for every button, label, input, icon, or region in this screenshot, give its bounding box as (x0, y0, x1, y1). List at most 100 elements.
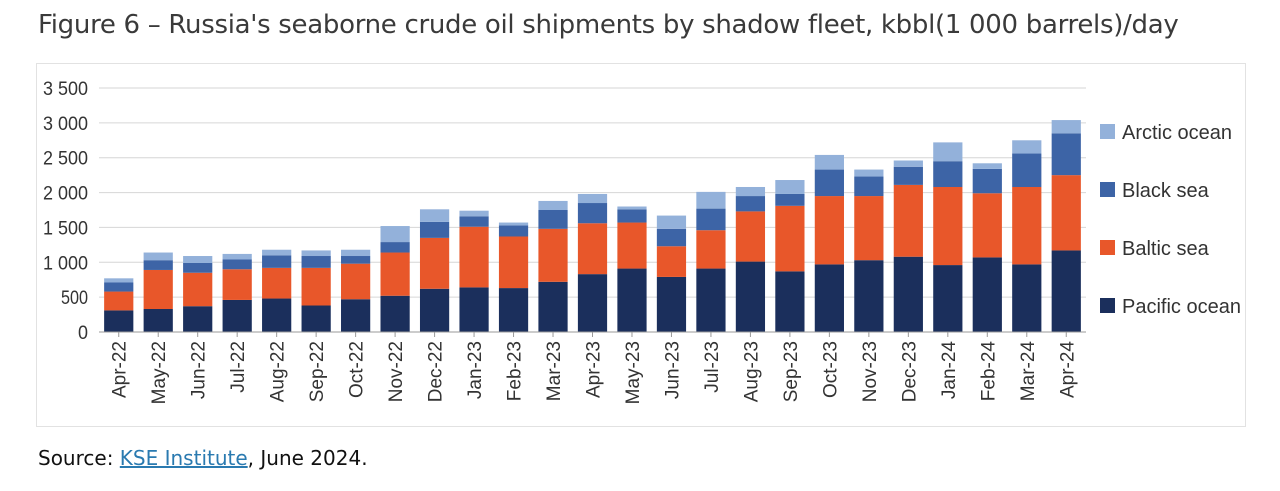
y-tick-label: 500 (61, 288, 88, 309)
bar-segment-black-sea (814, 169, 844, 197)
x-tick-label: Jun-23 (662, 341, 683, 399)
bar-segment-arctic-ocean (104, 278, 134, 283)
bar-segment-black-sea (656, 228, 687, 247)
bar-segment-pacific-ocean (854, 260, 884, 332)
bar-segment-black-sea (617, 209, 647, 223)
x-tick-label: Mar-23 (544, 341, 565, 401)
bar-segment-black-sea (775, 193, 805, 206)
legend-label: Baltic sea (1122, 238, 1210, 260)
bar-segment-baltic-sea (459, 226, 489, 288)
bar-segment-pacific-ocean (459, 287, 489, 332)
bar-segment-baltic-sea (933, 186, 963, 266)
bar-segment-baltic-sea (972, 193, 1002, 258)
bar-segment-arctic-ocean (222, 253, 252, 260)
bar-segment-black-sea (577, 203, 608, 224)
bar-segment-black-sea (1051, 133, 1081, 176)
bar-segment-black-sea (459, 216, 489, 227)
x-tick-label: Aug-22 (268, 341, 289, 402)
x-tick-label: May-22 (149, 341, 170, 404)
bar-segment-black-sea (735, 196, 766, 212)
bar-segment-black-sea (380, 242, 410, 253)
bar-segment-arctic-ocean (301, 250, 331, 257)
bar-segment-pacific-ocean (893, 256, 923, 332)
bar-segment-pacific-ocean (1012, 264, 1042, 332)
bar-segment-pacific-ocean (814, 264, 844, 332)
bar-segment-arctic-ocean (656, 215, 687, 229)
source-link[interactable]: KSE Institute (119, 446, 248, 470)
bar-segment-arctic-ocean (933, 142, 963, 162)
bar-segment-arctic-ocean (143, 252, 173, 261)
bar-segment-arctic-ocean (893, 160, 923, 167)
bar-segment-pacific-ocean (183, 306, 213, 332)
bar-segment-pacific-ocean (380, 295, 410, 332)
x-tick-label: Oct-23 (820, 341, 841, 398)
y-axis-ticks: 0 500 1 000 1 500 2 000 2 500 3 000 3 500 (43, 79, 88, 344)
bar-segment-black-sea (301, 256, 331, 268)
bar-segment-pacific-ocean (972, 257, 1002, 332)
y-tick-label: 0 (78, 323, 88, 344)
bar-segment-baltic-sea (577, 223, 608, 275)
bar-segment-arctic-ocean (972, 163, 1002, 169)
bar-segment-pacific-ocean (341, 299, 371, 332)
bar-segment-black-sea (143, 260, 173, 270)
bars (104, 120, 1081, 332)
bar-segment-arctic-ocean (1051, 120, 1081, 134)
bar-segment-baltic-sea (893, 184, 923, 257)
bar-segment-baltic-sea (538, 228, 568, 282)
bar-segment-pacific-ocean (143, 308, 173, 332)
bar-segment-black-sea (262, 255, 292, 268)
y-tick-label: 1 500 (43, 218, 88, 239)
x-tick-label: Aug-23 (741, 341, 762, 402)
bar-segment-pacific-ocean (301, 305, 331, 332)
bar-segment-pacific-ocean (222, 299, 252, 332)
bar-segment-pacific-ocean (577, 274, 608, 332)
page-title: Figure 6 – Russia's seaborne crude oil s… (38, 10, 1179, 40)
bar-segment-black-sea (183, 262, 213, 273)
source-prefix: Source: (38, 446, 120, 470)
x-tick-label: Sep-22 (307, 341, 328, 402)
bar-segment-black-sea (1012, 153, 1042, 187)
bar-segment-baltic-sea (1012, 186, 1042, 265)
legend-swatch (1100, 124, 1115, 139)
bar-segment-black-sea (972, 168, 1002, 194)
bar-segment-pacific-ocean (735, 261, 766, 332)
bar-segment-arctic-ocean (696, 191, 726, 209)
x-tick-label: Jul-22 (228, 341, 249, 393)
bar-segment-black-sea (854, 176, 884, 197)
bar-segment-black-sea (498, 225, 529, 237)
bar-segment-baltic-sea (696, 230, 726, 269)
x-tick-label: Apr-22 (110, 341, 131, 398)
x-tick-label: Oct-22 (347, 341, 368, 398)
bar-segment-pacific-ocean (933, 265, 963, 332)
bar-segment-pacific-ocean (775, 271, 805, 332)
bar-segment-arctic-ocean (735, 186, 766, 197)
bar-segment-baltic-sea (301, 267, 331, 306)
bar-segment-pacific-ocean (656, 276, 687, 332)
bar-segment-pacific-ocean (419, 288, 450, 332)
bar-segment-baltic-sea (1051, 175, 1081, 251)
bar-segment-arctic-ocean (183, 256, 213, 263)
bar-segment-arctic-ocean (459, 210, 489, 217)
bar-segment-pacific-ocean (262, 298, 292, 332)
x-tick-label: Sep-23 (781, 341, 802, 402)
bar-segment-pacific-ocean (1051, 250, 1081, 332)
bar-segment-pacific-ocean (617, 268, 647, 332)
bar-segment-baltic-sea (419, 237, 450, 289)
legend-swatch (1100, 240, 1115, 255)
bar-segment-arctic-ocean (341, 249, 371, 257)
x-tick-label: Mar-24 (1018, 341, 1039, 402)
x-tick-label: Apr-24 (1057, 341, 1078, 398)
bar-segment-arctic-ocean (814, 154, 844, 170)
legend-swatch (1100, 298, 1115, 313)
x-tick-label: Jan-23 (465, 341, 486, 399)
bar-segment-pacific-ocean (498, 288, 529, 332)
bar-segment-baltic-sea (341, 263, 371, 300)
legend-label: Black sea (1122, 180, 1210, 202)
legend: Arctic ocean Black sea Baltic sea Pacific o… (1100, 122, 1241, 318)
bar-segment-arctic-ocean (380, 226, 410, 243)
bar-segment-baltic-sea (104, 291, 134, 311)
y-tick-label: 3 500 (43, 79, 88, 100)
bar-segment-black-sea (696, 208, 726, 231)
bar-segment-baltic-sea (222, 269, 252, 300)
legend-label: Arctic ocean (1122, 122, 1232, 144)
